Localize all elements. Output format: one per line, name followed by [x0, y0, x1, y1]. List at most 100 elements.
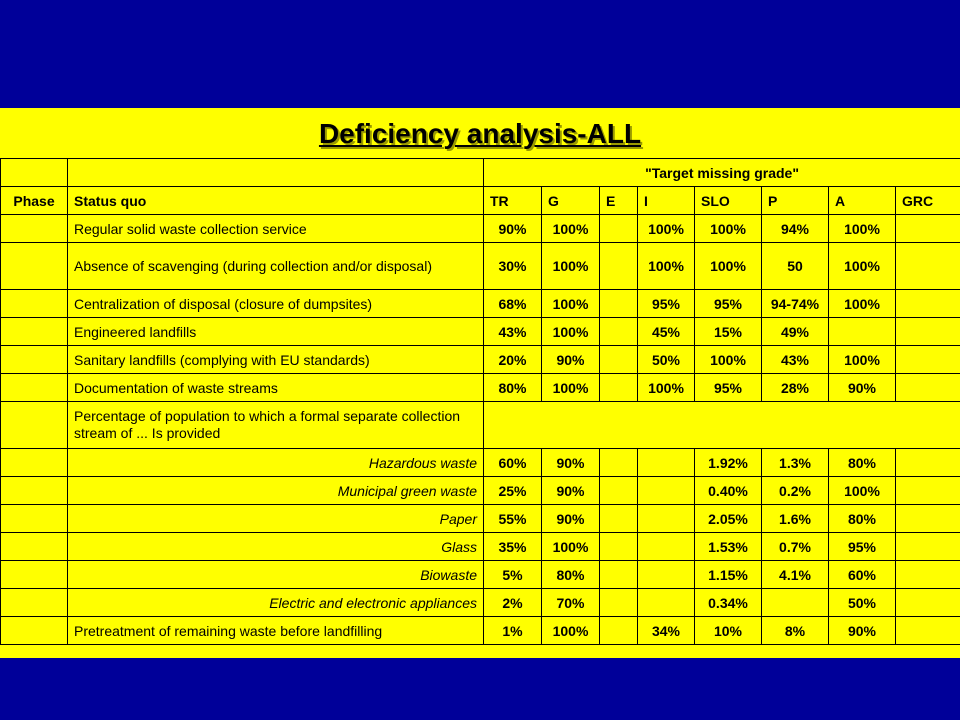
blank-cell — [0, 158, 68, 187]
value-cell: 100% — [637, 242, 695, 290]
value-cell: 1% — [483, 616, 542, 645]
value-cell — [599, 448, 638, 477]
phase-cell — [0, 317, 68, 346]
value-cell: 60% — [483, 448, 542, 477]
value-cell: 95% — [637, 289, 695, 318]
value-cell: 45% — [637, 317, 695, 346]
value-cell: 1.92% — [694, 448, 762, 477]
value-cell — [637, 560, 695, 589]
value-cell — [894, 242, 960, 290]
table-row: Sanitary landfills (complying with EU st… — [0, 345, 960, 374]
value-cell — [894, 504, 960, 533]
header-status-quo: Status quo — [67, 186, 484, 215]
value-cell: 68% — [483, 289, 542, 318]
value-cell: 95% — [828, 532, 896, 561]
value-cell — [894, 289, 960, 318]
value-cell: 94% — [761, 214, 829, 243]
value-cell: 100% — [637, 373, 695, 402]
value-cell: 43% — [483, 317, 542, 346]
header-i: I — [637, 186, 695, 215]
value-cell: 35% — [483, 532, 542, 561]
value-cell — [599, 476, 638, 505]
header-g: G — [541, 186, 600, 215]
column-header-row: Phase Status quo TR G E I SLO P A GRC — [0, 186, 960, 215]
value-cell — [894, 588, 960, 617]
phase-cell — [0, 476, 68, 505]
header-a: A — [828, 186, 896, 215]
table-row: Absence of scavenging (during collection… — [0, 242, 960, 290]
value-cell — [637, 476, 695, 505]
value-cell: 100% — [828, 345, 896, 374]
status-quo-cell: Absence of scavenging (during collection… — [67, 242, 484, 290]
blank-cell — [67, 158, 484, 187]
phase-cell — [0, 532, 68, 561]
value-cell: 30% — [483, 242, 542, 290]
value-cell: 100% — [694, 214, 762, 243]
slide-panel: Deficiency analysis-ALL "Target missing … — [0, 108, 960, 658]
value-cell: 100% — [694, 345, 762, 374]
value-cell — [828, 317, 896, 346]
table-row: Pretreatment of remaining waste before l… — [0, 616, 960, 645]
value-cell: 95% — [694, 373, 762, 402]
empty-span-cell — [482, 401, 960, 449]
value-cell: 100% — [828, 214, 896, 243]
target-missing-grade-header: "Target missing grade" — [482, 158, 960, 187]
table-row: Municipal green waste 25% 90% 0.40% 0.2% 100% — [0, 476, 960, 505]
value-cell — [599, 560, 638, 589]
status-quo-cell: Percentage of population to which a form… — [67, 401, 484, 449]
value-cell: 100% — [541, 373, 600, 402]
table-row: Centralization of disposal (closure of d… — [0, 289, 960, 318]
phase-cell — [0, 504, 68, 533]
value-cell: 0.2% — [761, 476, 829, 505]
value-cell — [599, 532, 638, 561]
phase-cell — [0, 588, 68, 617]
value-cell: 50 — [761, 242, 829, 290]
value-cell: 50% — [828, 588, 896, 617]
phase-cell — [0, 448, 68, 477]
value-cell: 100% — [541, 242, 600, 290]
table-row: Percentage of population to which a form… — [0, 401, 960, 449]
value-cell: 80% — [483, 373, 542, 402]
value-cell — [599, 289, 638, 318]
value-cell: 80% — [828, 448, 896, 477]
value-cell: 100% — [541, 317, 600, 346]
status-quo-cell: Municipal green waste — [67, 476, 484, 505]
value-cell: 55% — [483, 504, 542, 533]
phase-cell — [0, 616, 68, 645]
value-cell: 90% — [541, 448, 600, 477]
group-header-row: "Target missing grade" — [0, 158, 960, 187]
value-cell: 100% — [541, 532, 600, 561]
value-cell — [894, 317, 960, 346]
status-quo-cell: Regular solid waste collection service — [67, 214, 484, 243]
value-cell: 2% — [483, 588, 542, 617]
value-cell: 90% — [541, 345, 600, 374]
value-cell — [599, 373, 638, 402]
header-slo: SLO — [694, 186, 762, 215]
phase-cell — [0, 345, 68, 374]
value-cell: 70% — [541, 588, 600, 617]
value-cell — [599, 242, 638, 290]
status-quo-cell: Hazardous waste — [67, 448, 484, 477]
value-cell: 80% — [541, 560, 600, 589]
value-cell — [599, 345, 638, 374]
value-cell — [894, 476, 960, 505]
phase-cell — [0, 242, 68, 290]
value-cell: 100% — [541, 214, 600, 243]
header-p: P — [761, 186, 829, 215]
value-cell: 90% — [483, 214, 542, 243]
value-cell: 34% — [637, 616, 695, 645]
status-quo-cell: Glass — [67, 532, 484, 561]
value-cell — [599, 616, 638, 645]
status-quo-cell: Centralization of disposal (closure of d… — [67, 289, 484, 318]
value-cell: 100% — [828, 476, 896, 505]
value-cell — [637, 504, 695, 533]
table-row: Engineered landfills 43% 100% 45% 15% 49% — [0, 317, 960, 346]
value-cell: 90% — [541, 504, 600, 533]
value-cell: 8% — [761, 616, 829, 645]
value-cell — [894, 616, 960, 645]
status-quo-cell: Biowaste — [67, 560, 484, 589]
value-cell: 50% — [637, 345, 695, 374]
value-cell: 1.6% — [761, 504, 829, 533]
value-cell: 25% — [483, 476, 542, 505]
value-cell: 5% — [483, 560, 542, 589]
